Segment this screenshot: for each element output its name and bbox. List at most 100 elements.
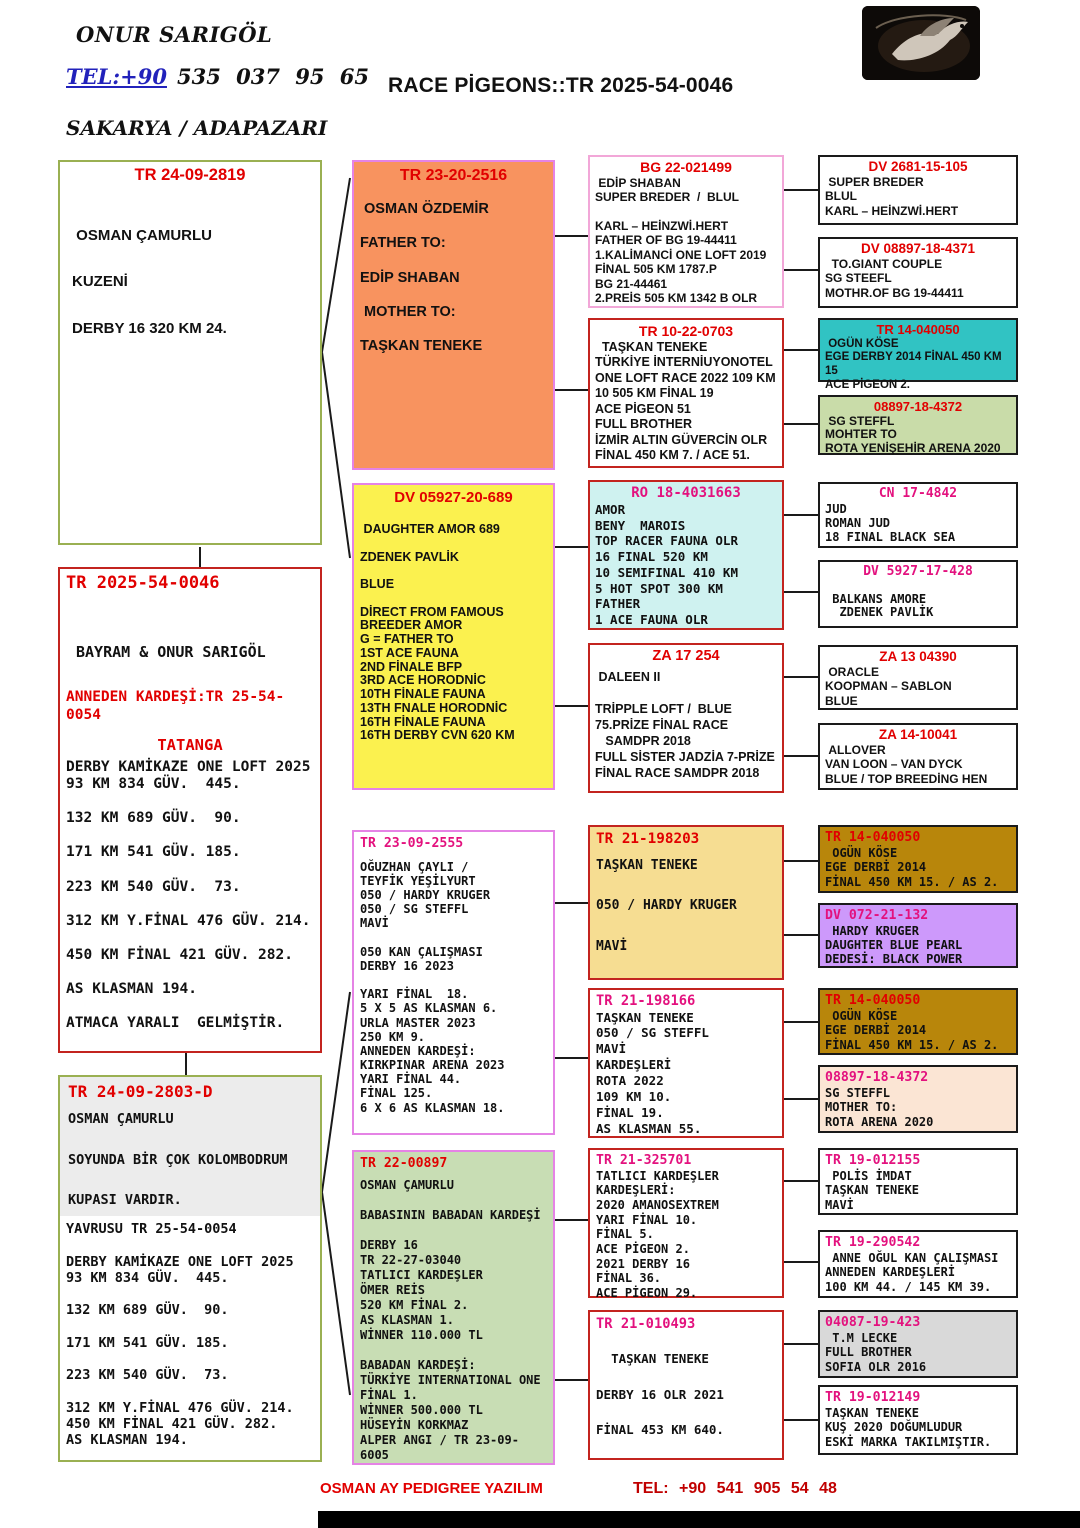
ring-number: DV 08897-18-4371 bbox=[860, 241, 976, 256]
box-tr-23-09-2555: TR 23-09-2555 OĞUZHAN ÇAYLI / TEYFİK YEŞ… bbox=[352, 830, 555, 1135]
box-dv-08897-18-4371: DV 08897-18-4371 TO.GIANT COUPLE SG STEE… bbox=[818, 237, 1018, 308]
pigeon-notes: TO.GIANT COUPLE SG STEEFL MOTHR.OF BG 19… bbox=[825, 257, 964, 300]
pigeon-notes: OĞUZHAN ÇAYLI / TEYFİK YEŞİLYURT 050 / H… bbox=[360, 859, 505, 1115]
ring-number: TR 22-00897 bbox=[360, 1156, 448, 1171]
pigeon-notes: ANNE OĞUL KAN ÇALIŞMASI ANNEDEN KARDEŞLE… bbox=[825, 1250, 999, 1295]
race-results: DERBY KAMİKAZE ONE LOFT 2025 93 KM 834 G… bbox=[66, 758, 311, 1032]
box-za-13-04390: ZA 13 04390 ORACLE KOOPMAN – SABLON BLUE bbox=[818, 645, 1018, 710]
pigeon-notes: TAŞKAN TENEKE TÜRKİYE İNTERNİUYONOTEL ON… bbox=[595, 339, 776, 463]
pigeon-notes: DAUGHTER AMOR 689 ZDENEK PAVLİK BLUE DİR… bbox=[360, 522, 515, 743]
box-tr-21-198203: TR 21-198203 TAŞKAN TENEKE 050 / HARDY K… bbox=[588, 825, 784, 980]
box-za-17-254: ZA 17 254 DALEEN II TRİPPLE LOFT / BLUE … bbox=[588, 643, 784, 793]
pigeon-name: TATANGA bbox=[157, 736, 223, 755]
ring-number: TR 24-09-2819 bbox=[134, 166, 246, 184]
box-tr-23-20-2516: TR 23-20-2516 OSMAN ÖZDEMİR FATHER TO: E… bbox=[352, 160, 555, 470]
owner-name: ONUR SARIGÖL bbox=[76, 22, 273, 47]
page-title: RACE PİGEONS::TR 2025-54-0046 bbox=[388, 74, 734, 97]
software-credit: OSMAN AY PEDIGREE YAZILIM bbox=[320, 1480, 543, 1497]
phone-link[interactable]: TEL:+90 bbox=[66, 64, 167, 89]
ring-number: 04087-19-423 bbox=[825, 1315, 921, 1330]
ring-number: TR 21-325701 bbox=[596, 1153, 692, 1168]
ring-number: TR 24-09-2803-D bbox=[68, 1082, 213, 1101]
pigeon-notes: ORACLE KOOPMAN – SABLON BLUE bbox=[825, 665, 952, 708]
pigeon-notes: AMOR BENY MAROIS TOP RACER FAUNA OLR 16 … bbox=[595, 501, 738, 628]
owner-phone-row: TEL:+90 535 037 95 65 bbox=[66, 64, 369, 89]
ring-number: DV 2681-15-105 bbox=[868, 159, 968, 174]
pigeon-notes: SG STEFFL MOHTER TO ROTA YENİŞEHİR ARENA… bbox=[825, 413, 1001, 456]
ring-number: TR 19-012149 bbox=[825, 1390, 921, 1405]
ring-number: TR 21-198166 bbox=[596, 993, 696, 1009]
ring-number: TR 14-040050 bbox=[825, 830, 921, 845]
box-tr-2025-54-0046: TR 2025-54-0046 BAYRAM & ONUR SARIGÖL AN… bbox=[58, 567, 322, 1053]
owner-line: BAYRAM & ONUR SARIGÖL bbox=[76, 643, 266, 662]
pigeon-notes: TAŞKAN TENEKE KUŞ 2020 DOĞUMLUDUR ESKİ M… bbox=[825, 1405, 992, 1450]
pigeon-notes: TAŞKAN TENEKE 050 / SG STEFFL MAVİ KARDE… bbox=[596, 1009, 709, 1136]
ring-number: 08897-18-4372 bbox=[825, 1070, 929, 1085]
ring-number: TR 2025-54-0046 bbox=[66, 573, 220, 593]
ring-number: ZA 13 04390 bbox=[879, 649, 957, 664]
race-results: YAVRUSU TR 25-54-0054 DERBY KAMİKAZE ONE… bbox=[66, 1221, 294, 1448]
ring-number: TR 21-198203 bbox=[596, 831, 700, 847]
pigeon-notes: OGÜN KÖSE EGE DERBY 2014 FİNAL 450 KM 15… bbox=[825, 337, 1002, 391]
box-ro-18-4031663: RO 18-4031663 AMOR BENY MAROIS TOP RACER… bbox=[588, 480, 784, 630]
pigeon-notes: T.M LECKE FULL BROTHER SOFIA OLR 2016 bbox=[825, 1330, 927, 1375]
box-tr-24-09-2803-d: TR 24-09-2803-D OSMAN ÇAMURLU SOYUNDA Bİ… bbox=[58, 1075, 322, 1462]
box-dv-072-21-132: DV 072-21-132 HARDY KRUGER DAUGHTER BLUE… bbox=[818, 903, 1018, 968]
box-dv-2681-15-105: DV 2681-15-105 SUPER BREDER BLUL KARL – … bbox=[818, 155, 1018, 225]
loft-logo bbox=[862, 6, 980, 80]
box-tr-21-198166: TR 21-198166 TAŞKAN TENEKE 050 / SG STEF… bbox=[588, 988, 784, 1138]
ring-number: ZA 17 254 bbox=[652, 648, 720, 664]
bottom-black-bar bbox=[318, 1511, 1080, 1528]
ring-number: TR 21-010493 bbox=[596, 1316, 696, 1332]
pigeon-notes: ALLOVER VAN LOON – VAN DYCK BLUE / TOP B… bbox=[825, 743, 988, 786]
box-tr-24-09-2819: TR 24-09-2819 OSMAN ÇAMURLU KUZENİ DERBY… bbox=[58, 160, 322, 545]
box-04087-19-423: 04087-19-423 T.M LECKE FULL BROTHER SOFI… bbox=[818, 1310, 1018, 1378]
box-dv-05927-20-689: DV 05927-20-689 DAUGHTER AMOR 689 ZDENEK… bbox=[352, 483, 555, 790]
box-za-14-10041: ZA 14-10041 ALLOVER VAN LOON – VAN DYCK … bbox=[818, 723, 1018, 790]
ring-number: BG 22-021499 bbox=[640, 159, 732, 175]
box-tr-14-040050-gold-1: TR 14-040050 OGÜN KÖSE EGE DERBİ 2014 Fİ… bbox=[818, 825, 1018, 893]
pigeon-notes: BALKANS AMORE ZDENEK PAVLİK bbox=[832, 591, 934, 619]
box-tr-19-012155: TR 19-012155 POLİS İMDAT TAŞKAN TENEKE M… bbox=[818, 1148, 1018, 1215]
ring-number: TR 23-09-2555 bbox=[360, 836, 464, 851]
box-bg-22-021499: BG 22-021499 EDİP SHABAN SUPER BREDER / … bbox=[588, 155, 784, 308]
ring-number: TR 10-22-0703 bbox=[638, 323, 734, 339]
ring-number: DV 072-21-132 bbox=[825, 908, 929, 923]
ring-number: DV 5927-17-428 bbox=[863, 564, 973, 579]
pigeon-notes: OSMAN ÇAMURLU SOYUNDA BİR ÇOK KOLOMBODRU… bbox=[68, 1111, 288, 1209]
box-tr-14-040050-teal: TR 14-040050 OGÜN KÖSE EGE DERBY 2014 Fİ… bbox=[818, 318, 1018, 391]
ring-number: RO 18-4031663 bbox=[631, 485, 741, 501]
pigeon-notes: OSMAN ÇAMURLU KUZENİ DERBY 16 320 KM 24. bbox=[72, 226, 227, 337]
box-tr-19-012149: TR 19-012149 TAŞKAN TENEKE KUŞ 2020 DOĞU… bbox=[818, 1385, 1018, 1455]
box-08897-18-4372-peach: 08897-18-4372 SG STEFFL MOTHER TO: ROTA … bbox=[818, 1065, 1018, 1133]
box-tr-22-00897: TR 22-00897 OSMAN ÇAMURLU BABASININ BABA… bbox=[352, 1150, 555, 1465]
pigeon-notes: TAŞKAN TENEKE 050 / HARDY KRUGER MAVİ bbox=[596, 858, 737, 954]
box-tr-21-010493: TR 21-010493 TAŞKAN TENEKE DERBY 16 OLR … bbox=[588, 1310, 784, 1460]
phone-number: 535 037 95 65 bbox=[176, 64, 370, 89]
box-cn-17-4842: CN 17-4842 JUD ROMAN JUD 18 FINAL BLACK … bbox=[818, 482, 1018, 548]
pigeon-notes: TATLICI KARDEŞLER KARDEŞLERİ: 2020 AMANO… bbox=[596, 1168, 719, 1300]
owner-location: SAKARYA / ADAPAZARI bbox=[66, 116, 328, 140]
ring-number: DV 05927-20-689 bbox=[394, 489, 513, 506]
ring-number: TR 19-290542 bbox=[825, 1235, 921, 1250]
pigeon-notes: JUD ROMAN JUD 18 FINAL BLACK SEA bbox=[825, 501, 956, 545]
box-tr-14-040050-gold-2: TR 14-040050 OGÜN KÖSE EGE DERBİ 2014 Fİ… bbox=[818, 988, 1018, 1055]
box-tr-19-290542: TR 19-290542 ANNE OĞUL KAN ÇALIŞMASI ANN… bbox=[818, 1230, 1018, 1298]
pigeon-notes: OSMAN ÇAMURLU BABASININ BABADAN KARDEŞİ … bbox=[360, 1177, 541, 1462]
box-tr-10-22-0703: TR 10-22-0703 TAŞKAN TENEKE TÜRKİYE İNTE… bbox=[588, 318, 784, 468]
ring-number: TR 14-040050 bbox=[825, 993, 921, 1008]
ring-number: ZA 14-10041 bbox=[878, 727, 958, 742]
dam-sibling-note: ANNEDEN KARDEŞİ:TR 25-54-0054 bbox=[66, 689, 285, 723]
footer-phone: TEL: +90 541 905 54 48 bbox=[633, 1480, 837, 1497]
ring-number: TR 19-012155 bbox=[825, 1153, 921, 1168]
pigeon-notes: SUPER BREDER BLUL KARL – HEİNZWİ.HERT bbox=[825, 175, 959, 218]
ring-number: TR 23-20-2516 bbox=[399, 167, 508, 184]
pigeon-notes: SG STEFFL MOTHER TO: ROTA ARENA 2020 bbox=[825, 1085, 934, 1130]
ring-number: CN 17-4842 bbox=[878, 486, 958, 501]
pigeon-logo-image bbox=[862, 6, 980, 80]
pigeon-notes: DALEEN II TRİPPLE LOFT / BLUE 75.PRİZE F… bbox=[595, 670, 775, 781]
ring-number: 08897-18-4372 bbox=[873, 399, 963, 414]
pigeon-notes: OGÜN KÖSE EGE DERBİ 2014 FİNAL 450 KM 15… bbox=[825, 845, 999, 890]
